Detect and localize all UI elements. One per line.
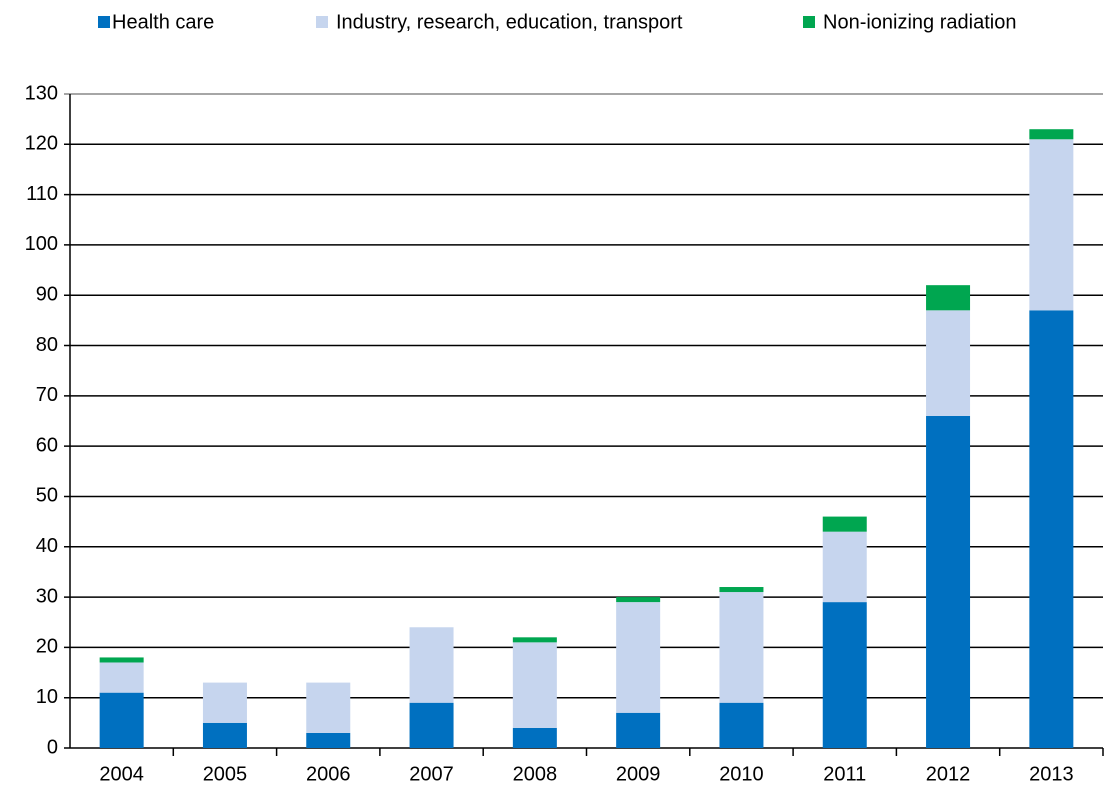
y-tick-label: 10 <box>36 686 58 708</box>
bar-segment <box>719 702 764 748</box>
bar-segment <box>926 285 971 311</box>
bar-segment <box>822 516 867 532</box>
bar-segment <box>926 415 971 748</box>
bar-segment <box>99 657 144 663</box>
legend-label: Health care <box>112 11 214 33</box>
legend-swatch <box>316 16 328 28</box>
bar-segment <box>512 637 557 643</box>
x-tick-label: 2010 <box>719 763 764 785</box>
x-tick-label: 2007 <box>409 763 454 785</box>
bar-segment <box>1029 129 1074 140</box>
x-tick-label: 2009 <box>616 763 661 785</box>
x-tick-label: 2012 <box>926 763 971 785</box>
legend-swatch <box>98 16 110 28</box>
y-tick-label: 20 <box>36 636 58 658</box>
bar-segment <box>306 732 351 748</box>
bar-segment <box>719 592 764 703</box>
x-tick-label: 2011 <box>823 763 866 785</box>
bar-segment <box>822 531 867 603</box>
bar-segment <box>512 642 557 728</box>
x-tick-label: 2008 <box>513 763 558 785</box>
y-tick-label: 100 <box>25 233 58 255</box>
x-tick-label: 2004 <box>99 763 144 785</box>
bar-segment <box>616 597 661 603</box>
y-tick-label: 70 <box>36 384 58 406</box>
y-tick-label: 110 <box>26 183 58 205</box>
bar-segment <box>1029 310 1074 748</box>
bar-segment <box>99 662 144 693</box>
legend-swatch <box>803 16 815 28</box>
bar-segment <box>926 310 971 416</box>
y-tick-label: 130 <box>25 82 58 104</box>
bar-segment <box>409 702 454 748</box>
y-tick-label: 50 <box>36 485 58 507</box>
y-tick-label: 90 <box>36 284 58 306</box>
y-tick-label: 60 <box>36 434 58 456</box>
bar-segment <box>409 627 454 703</box>
y-tick-label: 0 <box>47 736 58 758</box>
bar-segment <box>1029 139 1074 311</box>
x-tick-label: 2013 <box>1029 763 1074 785</box>
bar-segment <box>719 587 764 593</box>
bar-segment <box>616 602 661 713</box>
y-tick-label: 30 <box>36 585 58 607</box>
bar-segment <box>202 682 247 723</box>
legend-label: Non-ionizing radiation <box>823 11 1016 33</box>
bar-segment <box>306 682 351 733</box>
bar-segment <box>512 727 557 748</box>
bar-segment <box>202 722 247 748</box>
x-tick-label: 2006 <box>306 763 351 785</box>
y-tick-label: 120 <box>25 133 58 155</box>
legend-label: Industry, research, education, transport <box>336 11 683 33</box>
bar-segment <box>822 602 867 748</box>
x-tick-label: 2005 <box>203 763 248 785</box>
bar-segment <box>99 692 144 748</box>
y-tick-label: 80 <box>36 334 58 356</box>
y-tick-label: 40 <box>36 535 58 557</box>
bar-segment <box>616 712 661 748</box>
